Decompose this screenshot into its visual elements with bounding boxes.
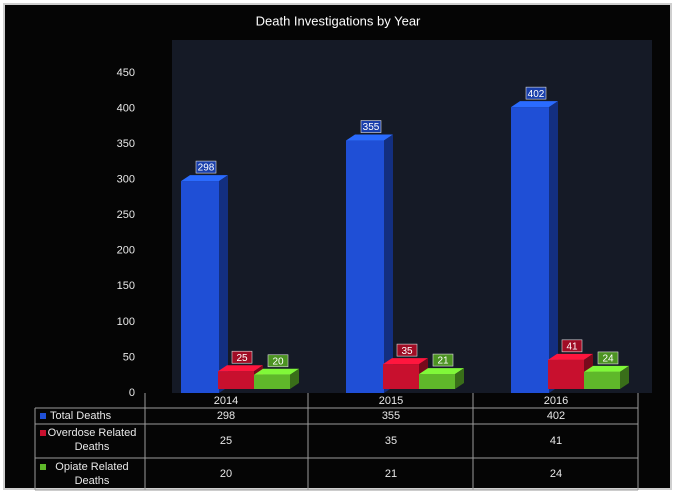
table-value: 25 [220,435,232,447]
bar [346,134,393,394]
chart-title: Death Investigations by Year [256,13,421,28]
bar [584,365,629,389]
data-label-box [561,339,583,353]
y-tick-label: 150 [117,280,135,292]
x-tick-label: 2015 [379,395,403,407]
legend-label: Total Deaths [50,410,112,422]
bar-front [511,107,549,393]
data-label-box [360,120,382,133]
data-label: 25 [236,353,248,364]
bar-front [181,181,219,393]
bar-front [584,371,620,389]
bar-top [181,175,228,182]
bar-top [383,358,428,365]
bar-front [383,364,419,389]
x-tick-label: 2014 [214,395,238,407]
data-label-box [396,343,418,357]
data-label-box [432,353,454,367]
table-value: 41 [550,435,562,447]
y-tick-label: 0 [129,387,135,399]
bar-side [620,365,629,389]
bar-top [346,134,393,141]
y-tick-label: 400 [117,102,135,114]
x-tick-label: 2016 [544,395,568,407]
data-label: 24 [602,354,614,365]
y-tick-label: 450 [117,67,135,79]
data-label: 402 [528,89,545,100]
y-tick-label: 350 [117,138,135,150]
y-tick-label: 100 [117,316,135,328]
bar [181,175,228,393]
bar-top [548,353,593,360]
table-value: 402 [547,410,565,422]
data-label-box [231,350,253,364]
bar-top [254,368,299,375]
bar-top [584,365,629,372]
bar-front [419,374,455,389]
table-value: 355 [382,410,400,422]
bar-front [254,374,290,389]
table-value: 35 [385,435,397,447]
y-tick-label: 250 [117,209,135,221]
legend-label: Overdose Related Deaths [48,427,137,453]
bar-front [346,140,384,393]
table-value: 21 [385,468,397,480]
y-tick-label: 200 [117,245,135,257]
bar-side [219,175,228,393]
legend-label: Opiate Related Deaths [55,461,128,487]
bar-top [419,368,464,375]
legend-swatch [40,464,46,470]
data-table-grid [34,393,639,491]
bar-side [549,101,558,393]
data-label: 41 [566,341,578,352]
data-label-box [195,160,217,174]
bar-front [218,371,254,389]
bar [419,368,464,389]
plot-area [172,40,652,393]
data-label: 298 [198,163,215,174]
bar-top [218,365,263,372]
data-label: 355 [363,122,380,133]
bar-side [455,368,464,389]
data-label: 21 [437,356,449,367]
bar-front [548,359,584,389]
y-tick-label: 50 [123,351,135,363]
bar [254,368,299,389]
table-value: 298 [217,410,235,422]
bar-top [511,101,558,108]
bar-side [290,368,299,389]
legend-swatch [40,413,46,419]
bar-side [384,134,393,394]
data-label: 35 [401,346,413,357]
y-tick-label: 300 [117,174,135,186]
data-label-box [525,86,547,100]
bar [511,101,558,393]
data-label: 20 [272,356,284,367]
data-label-box [597,351,619,365]
legend-swatch [40,430,46,436]
table-value: 24 [550,468,562,480]
table-value: 20 [220,468,232,480]
data-label-box [267,354,289,368]
